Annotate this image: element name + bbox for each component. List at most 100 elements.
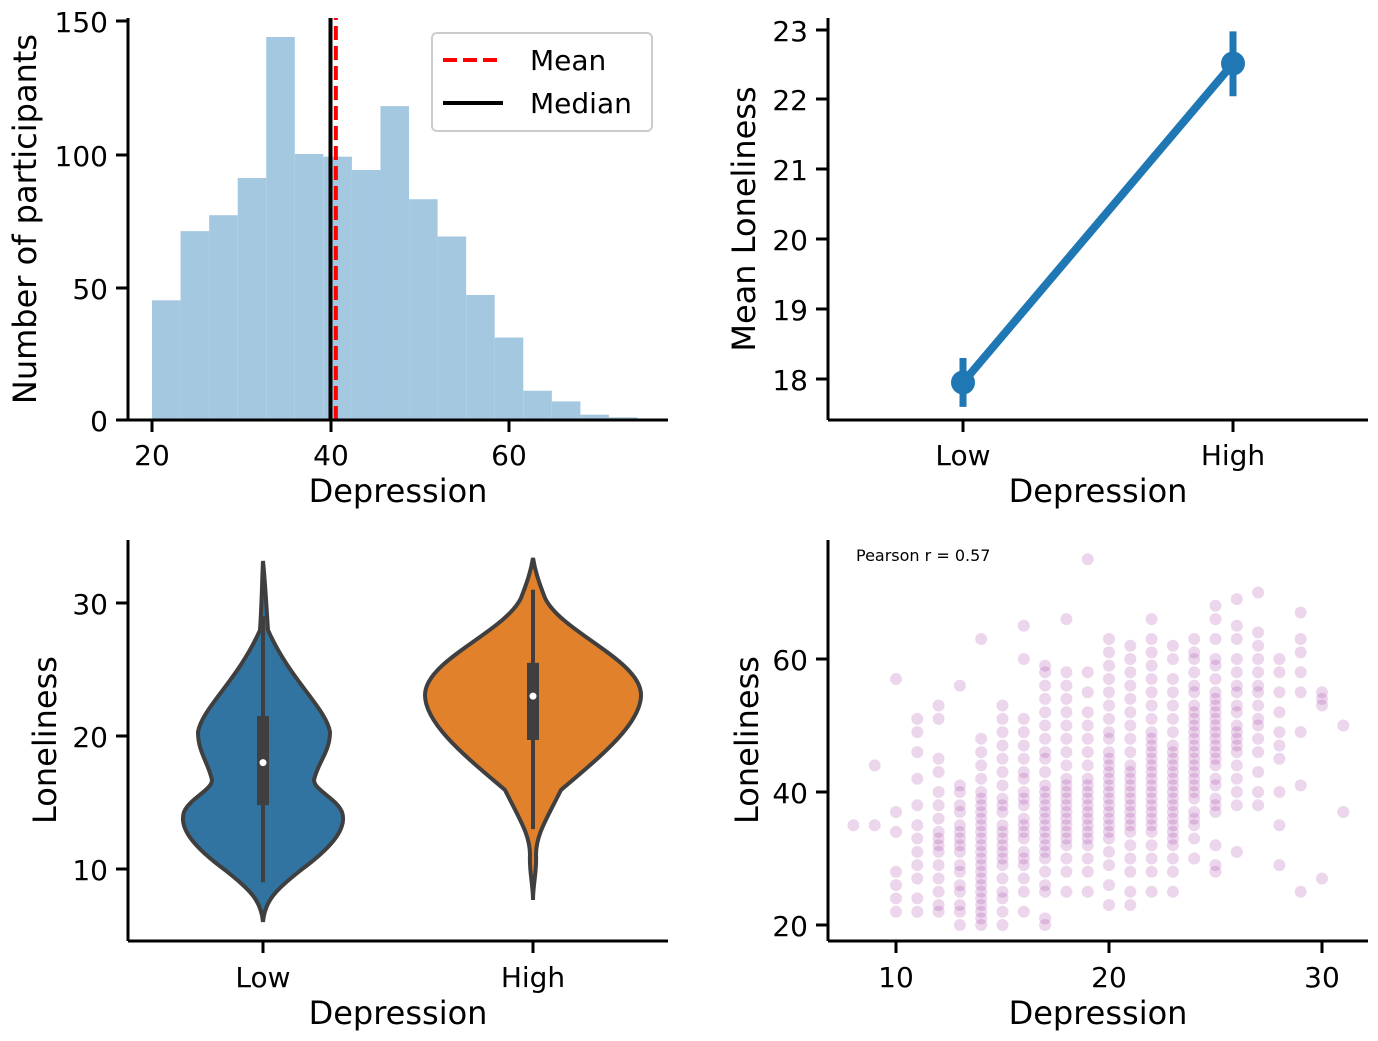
scatter-point — [1294, 686, 1307, 699]
scatter-point — [932, 872, 945, 885]
scatter-point — [1017, 619, 1030, 632]
scatter-point — [1060, 819, 1073, 832]
scatter-point — [1124, 732, 1137, 745]
violin-iqr-box — [527, 662, 539, 740]
scatter-point — [1252, 799, 1265, 812]
scatter-point — [1103, 646, 1115, 659]
y-tick-label: 22 — [772, 84, 808, 117]
scatter-point — [1188, 786, 1201, 798]
scatter-point — [1145, 739, 1158, 752]
y-tick-label: 60 — [772, 644, 808, 677]
scatter-point — [1166, 739, 1179, 752]
scatter-point — [1081, 839, 1094, 852]
scatter-point — [953, 845, 966, 858]
scatter-point — [1166, 832, 1179, 845]
scatter-point — [1188, 679, 1201, 692]
scatter-point — [1252, 686, 1265, 699]
scatter-point — [1039, 832, 1052, 845]
scatter-point — [1209, 752, 1222, 765]
scatter-point — [847, 819, 860, 832]
scatter-point — [1188, 719, 1201, 732]
scatter-point — [1124, 792, 1137, 805]
scatter-point — [1209, 805, 1222, 818]
scatter-point — [1273, 819, 1286, 832]
scatter-point — [975, 812, 988, 825]
scatter-point — [1124, 666, 1137, 679]
scatter-point — [975, 839, 988, 852]
scatter-point — [1209, 779, 1222, 792]
scatter-panel: Pearson r = 0.57 10 20 30 20 40 60 Depre… — [728, 540, 1368, 1032]
scatter-point — [1081, 666, 1094, 679]
scatter-point — [1188, 852, 1201, 865]
scatter-point — [1103, 699, 1115, 712]
legend: Mean Median — [431, 32, 653, 132]
scatter-point — [1081, 812, 1094, 825]
scatter-point — [1060, 772, 1073, 785]
histogram-bar — [409, 199, 438, 420]
scatter-point — [1017, 712, 1030, 725]
scatter-point — [1209, 772, 1222, 785]
scatter-point — [1124, 639, 1137, 652]
scatter-point — [996, 766, 1009, 779]
scatter-point — [1166, 699, 1179, 712]
scatter-point — [1166, 712, 1179, 725]
scatter-point — [1188, 779, 1201, 792]
scatter-point — [953, 799, 966, 812]
scatter-point — [1316, 686, 1328, 699]
scatter-point — [1166, 839, 1179, 852]
scatter-point — [1230, 799, 1243, 812]
scatter-point — [1081, 686, 1094, 699]
scatter-point — [911, 746, 924, 759]
scatter-points — [847, 553, 1350, 931]
scatter-point — [1252, 666, 1265, 679]
scatter-point — [1017, 772, 1030, 785]
scatter-point — [1166, 885, 1179, 898]
scatter-point — [975, 825, 988, 838]
histogram-bar — [523, 390, 552, 420]
scatter-point — [1081, 832, 1094, 845]
scatter-point — [953, 865, 966, 878]
scatter-point — [1188, 812, 1201, 825]
scatter-point — [1124, 746, 1137, 759]
scatter-point — [1188, 739, 1201, 752]
x-tick-label: High — [501, 961, 565, 994]
violin-box-marks — [257, 589, 539, 883]
x-tick-label: Low — [935, 439, 990, 472]
scatter-point — [1124, 799, 1137, 812]
scatter-point — [1230, 699, 1243, 712]
scatter-point — [953, 905, 966, 918]
series-line — [959, 59, 1237, 387]
scatter-point — [996, 859, 1009, 872]
scatter-point — [975, 805, 988, 818]
scatter-point — [1209, 865, 1222, 878]
scatter-point — [1188, 732, 1201, 745]
scatter-point — [1060, 666, 1073, 679]
scatter-point — [1166, 799, 1179, 812]
scatter-point — [1252, 679, 1265, 692]
y-tick-label: 19 — [772, 294, 808, 327]
scatter-point — [1273, 666, 1286, 679]
scatter-point — [1017, 786, 1030, 798]
scatter-point — [890, 672, 902, 685]
y-tick-label: 0 — [90, 405, 108, 438]
scatter-point — [1145, 686, 1158, 699]
scatter-point — [1145, 839, 1158, 852]
scatter-point — [975, 899, 988, 912]
scatter-point — [890, 865, 902, 878]
scatter-point — [1103, 712, 1115, 725]
scatter-point — [1060, 865, 1073, 878]
y-tick-label: 20 — [772, 224, 808, 257]
scatter-point — [1145, 772, 1158, 785]
scatter-point — [1017, 885, 1030, 898]
scatter-point — [996, 885, 1009, 898]
scatter-point — [996, 839, 1009, 852]
scatter-point — [953, 859, 966, 872]
scatter-point — [1039, 825, 1052, 838]
scatter-point — [1145, 699, 1158, 712]
scatter-point — [911, 712, 924, 725]
x-axis-label: Depression — [309, 472, 488, 510]
scatter-point — [975, 919, 988, 931]
x-tick-label: 20 — [134, 439, 170, 472]
scatter-point — [1124, 839, 1137, 852]
